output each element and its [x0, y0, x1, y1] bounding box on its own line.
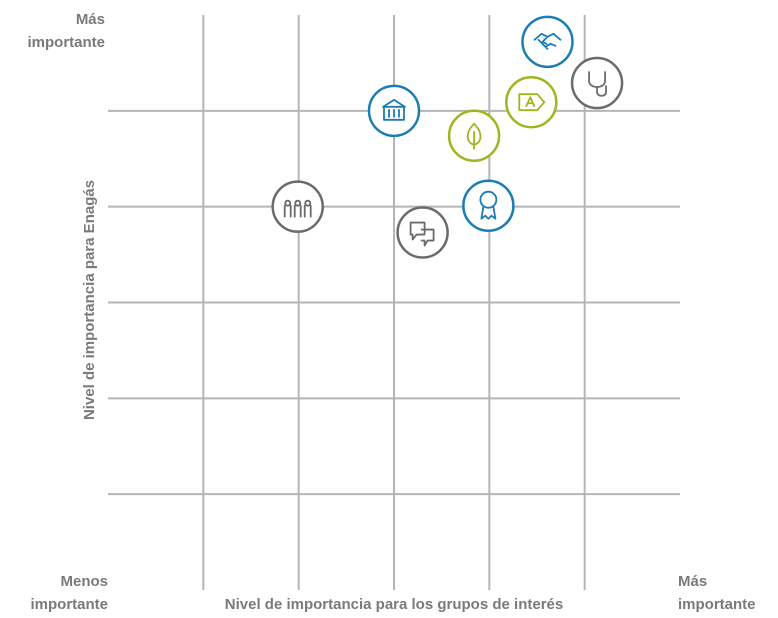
x-end-label: importante: [678, 596, 756, 613]
x-start-label: importante: [30, 596, 108, 613]
point: [396, 206, 449, 259]
point: [505, 75, 558, 129]
point-icon: [479, 190, 498, 220]
point: [462, 179, 515, 232]
x-end-label: Más: [678, 573, 707, 590]
point-icon: [588, 71, 607, 97]
y-top-label: Más: [76, 11, 105, 28]
point: [271, 180, 324, 233]
y-top-label: importante: [27, 34, 105, 51]
point: [570, 56, 624, 110]
x-start-label: Menos: [60, 573, 108, 590]
point-icon: [409, 221, 435, 247]
x-axis-label: Nivel de importancia para los grupos de …: [225, 596, 563, 613]
point: [521, 15, 574, 69]
point-icon: [382, 98, 406, 121]
y-axis-label: Nivel de importancia para Enagás: [81, 180, 98, 420]
point-icon: [518, 93, 546, 112]
point-icon: [466, 122, 482, 150]
point-icon: [533, 32, 562, 50]
point-icon: [283, 199, 312, 218]
